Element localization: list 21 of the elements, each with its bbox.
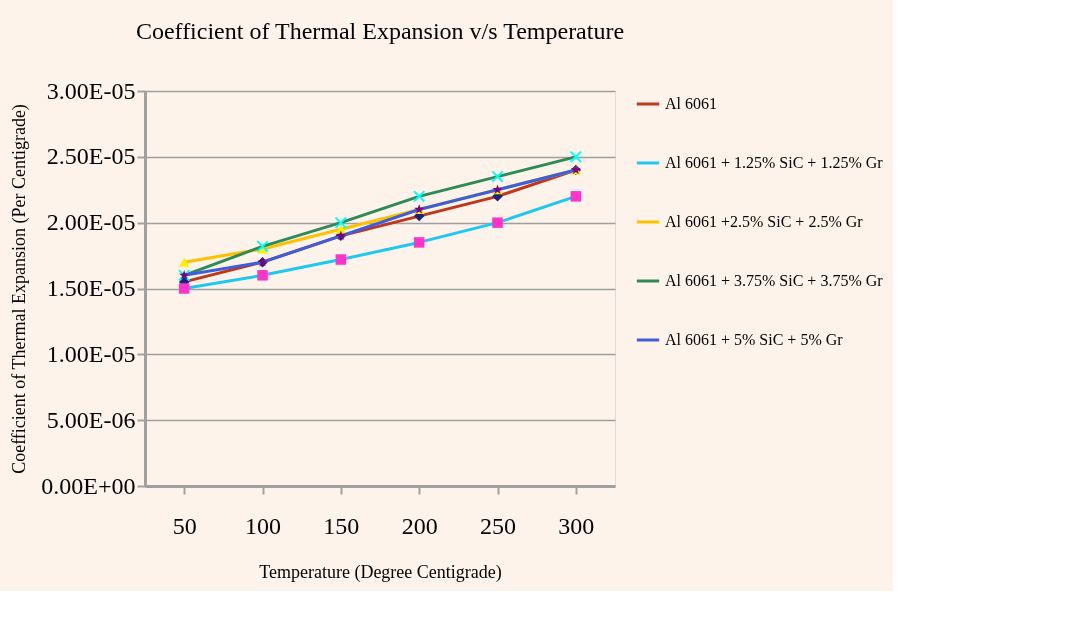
x-tick-label: 100 [245, 512, 281, 539]
y-tick-label: 1.50E-05 [46, 275, 136, 301]
legend-label: Al 6061 + 3.75% SiC + 3.75% Gr [665, 272, 884, 289]
y-axis-title: Coefficient of Thermal Expansion (Per Centigrade) [9, 104, 31, 474]
y-tick-label: 2.00E-05 [46, 209, 136, 236]
legend-label: Al 6061 +2.5% SiC + 2.5% Gr [665, 213, 864, 230]
y-tick-label: 5.00E-06 [46, 406, 136, 433]
x-tick-label: 250 [480, 512, 516, 539]
x-axis-title: Temperature (Degree Centigrade) [259, 561, 502, 583]
chart-title: Coefficient of Thermal Expansion v/s Temperature [135, 18, 625, 44]
y-tick-label: 1.00E-05 [46, 340, 136, 367]
x-tick-label: 300 [558, 512, 595, 539]
legend-label: Al 6061 [665, 95, 717, 112]
x-tick-label: 200 [401, 512, 438, 539]
legend-label: Al 6061 + 1.25% SiC + 1.25% Gr [665, 154, 884, 171]
y-tick-label: 0.00E+00 [41, 472, 136, 499]
y-tick-label: 2.50E-05 [46, 143, 136, 170]
x-tick-label: 150 [323, 512, 360, 539]
y-tick-label: 3.00E-05 [46, 77, 136, 104]
legend-label: Al 6061 + 5% SiC + 5% Gr [665, 331, 844, 348]
x-tick-label: 50 [172, 512, 197, 539]
